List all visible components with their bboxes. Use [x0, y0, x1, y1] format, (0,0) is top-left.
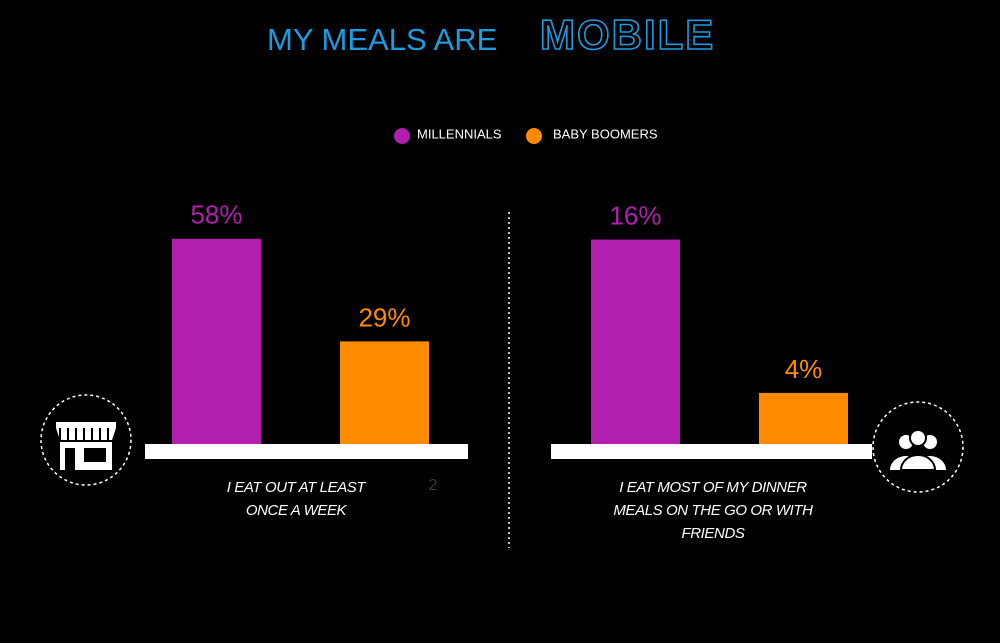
value-label: 58% — [190, 200, 242, 230]
value-label: 4% — [785, 354, 823, 384]
legend-label: MILLENNIALS — [417, 126, 502, 141]
bar — [759, 392, 848, 444]
value-label: 29% — [358, 302, 410, 332]
baseline — [551, 444, 872, 459]
people-icon — [872, 401, 964, 493]
title: MY MEALS ARE — [267, 22, 497, 57]
title-emphasis: MOBILE — [540, 11, 715, 58]
value-label: 16% — [609, 200, 661, 230]
category-label: I EAT OUT AT LEAST ONCE A WEEK — [226, 479, 366, 519]
legend-label: BABY BOOMERS — [553, 126, 658, 141]
legend-swatch — [526, 128, 542, 144]
store-icon — [40, 394, 132, 486]
bar — [591, 239, 680, 444]
footnote-marker: 2 — [429, 477, 438, 494]
bar — [172, 238, 261, 444]
bar — [340, 341, 429, 444]
category-label: I EAT MOST OF MY DINNER MEALS ON THE GO … — [613, 479, 813, 542]
baseline — [145, 444, 468, 459]
legend-swatch — [394, 128, 410, 144]
